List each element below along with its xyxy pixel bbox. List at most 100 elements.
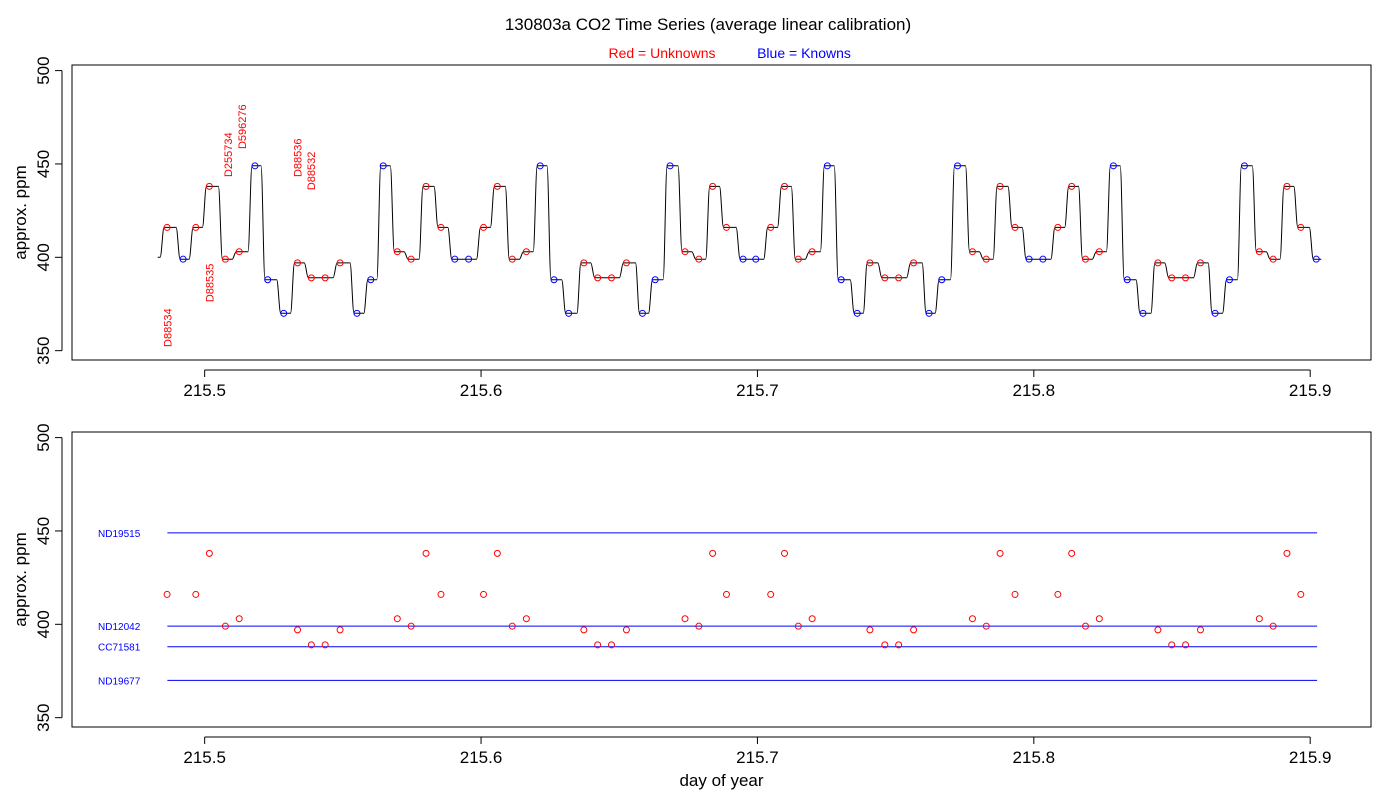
known-point bbox=[1109, 162, 1117, 170]
x-tick-label: 215.6 bbox=[460, 381, 503, 400]
standard-reference-label: ND19515 bbox=[98, 529, 141, 540]
unknown-point bbox=[235, 248, 243, 256]
unknown-point bbox=[895, 641, 903, 649]
unknown-point bbox=[1095, 615, 1103, 623]
unknown-point bbox=[393, 615, 401, 623]
unknown-point bbox=[336, 259, 344, 267]
unknown-point bbox=[607, 641, 615, 649]
unknown-point bbox=[794, 622, 802, 630]
unknown-point bbox=[681, 248, 689, 256]
known-point bbox=[666, 162, 674, 170]
unknown-point bbox=[437, 590, 445, 598]
unknown-point bbox=[808, 615, 816, 623]
y-tick-label: 400 bbox=[34, 610, 53, 638]
known-point bbox=[1039, 255, 1047, 263]
co2-trace-line bbox=[157, 165, 1322, 314]
known-point bbox=[353, 309, 361, 317]
known-point bbox=[536, 162, 544, 170]
x-tick-label: 215.7 bbox=[736, 748, 779, 767]
unknown-point bbox=[1081, 255, 1089, 263]
unknown-point bbox=[1182, 274, 1190, 282]
unknown-point bbox=[709, 182, 717, 190]
y-tick-label: 350 bbox=[34, 703, 53, 731]
standard-reference-label: ND12042 bbox=[98, 622, 141, 633]
unknown-point bbox=[1095, 248, 1103, 256]
sample-id-label: D88535 bbox=[204, 264, 216, 303]
x-tick-label: 215.9 bbox=[1289, 748, 1332, 767]
legend-unknowns: Red = Unknowns bbox=[608, 45, 715, 61]
unknown-point bbox=[508, 255, 516, 263]
sample-id-label: D88536 bbox=[292, 139, 304, 178]
unknown-point bbox=[1255, 248, 1263, 256]
unknown-point bbox=[1283, 182, 1291, 190]
y-tick-label: 400 bbox=[34, 243, 53, 271]
unknown-point bbox=[522, 248, 530, 256]
y-tick-label: 500 bbox=[34, 56, 53, 84]
unknown-point bbox=[895, 274, 903, 282]
unknown-point bbox=[580, 259, 588, 267]
known-point bbox=[752, 255, 760, 263]
unknown-point bbox=[1269, 622, 1277, 630]
unknown-point bbox=[163, 223, 171, 231]
unknown-point bbox=[422, 182, 430, 190]
unknown-point bbox=[1054, 223, 1062, 231]
unknown-point bbox=[881, 641, 889, 649]
sample-id-label: D596276 bbox=[237, 104, 249, 149]
unknown-point bbox=[607, 274, 615, 282]
unknown-point bbox=[767, 590, 775, 598]
known-point bbox=[451, 255, 459, 263]
unknown-point bbox=[1068, 549, 1076, 557]
unknown-point bbox=[910, 626, 918, 634]
known-point bbox=[638, 309, 646, 317]
y-axis-title: approx. ppm bbox=[11, 532, 30, 627]
unknown-point bbox=[910, 259, 918, 267]
plot-frame bbox=[71, 64, 1372, 361]
x-tick-label: 215.8 bbox=[1013, 748, 1056, 767]
known-point bbox=[853, 309, 861, 317]
unknown-point bbox=[480, 590, 488, 598]
unknown-point bbox=[996, 182, 1004, 190]
unknown-point bbox=[1068, 182, 1076, 190]
unknown-point bbox=[294, 259, 302, 267]
unknown-point bbox=[163, 590, 171, 598]
y-tick-label: 450 bbox=[34, 150, 53, 178]
unknown-point bbox=[622, 259, 630, 267]
unknown-point bbox=[866, 626, 874, 634]
unknown-point bbox=[1154, 626, 1162, 634]
unknown-point bbox=[982, 622, 990, 630]
known-point bbox=[264, 276, 272, 284]
unknown-point bbox=[294, 626, 302, 634]
unknown-point bbox=[307, 641, 315, 649]
unknown-point bbox=[1297, 223, 1305, 231]
bottom-panel-scatter: 215.5 215.6 215.7 215.8 215.9 350 400 450 500 app… bbox=[11, 423, 1372, 790]
known-point bbox=[938, 276, 946, 284]
unknown-point bbox=[968, 615, 976, 623]
known-point bbox=[367, 276, 375, 284]
standard-reference-label: ND19677 bbox=[98, 676, 141, 687]
unknown-point bbox=[722, 223, 730, 231]
known-point bbox=[651, 276, 659, 284]
unknown-point bbox=[205, 549, 213, 557]
x-axis-title: day of year bbox=[679, 771, 763, 790]
unknown-point bbox=[493, 549, 501, 557]
unknown-point bbox=[1283, 549, 1291, 557]
unknown-point bbox=[235, 615, 243, 623]
unknown-point bbox=[968, 248, 976, 256]
known-point bbox=[1225, 276, 1233, 284]
unknown-point bbox=[881, 274, 889, 282]
unknown-point bbox=[192, 590, 200, 598]
unknown-point bbox=[205, 182, 213, 190]
known-point bbox=[925, 309, 933, 317]
unknown-point bbox=[508, 622, 516, 630]
known-point bbox=[1312, 255, 1320, 263]
unknown-point bbox=[407, 622, 415, 630]
unknown-point bbox=[622, 626, 630, 634]
unknown-point bbox=[1154, 259, 1162, 267]
unknown-point bbox=[221, 255, 229, 263]
known-point bbox=[550, 276, 558, 284]
x-tick-label: 215.6 bbox=[460, 748, 503, 767]
unknown-point bbox=[1255, 615, 1263, 623]
known-point bbox=[1025, 255, 1033, 263]
sample-id-label: D255734 bbox=[223, 132, 235, 177]
